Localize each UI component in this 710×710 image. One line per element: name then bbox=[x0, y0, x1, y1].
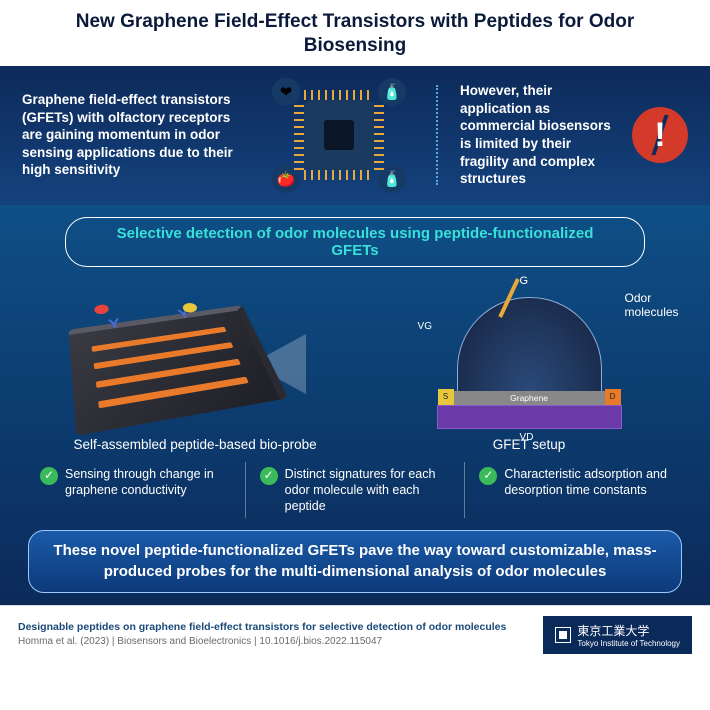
feature-item: ✓ Distinct signatures for each odor mole… bbox=[245, 462, 465, 519]
footer: Designable peptides on graphene field-ef… bbox=[0, 605, 710, 664]
check-icon: ✓ bbox=[260, 467, 278, 485]
molecule-yellow-icon bbox=[182, 302, 199, 313]
paper-title: Designable peptides on graphene field-ef… bbox=[18, 620, 506, 635]
subtitle-pill: Selective detection of odor molecules us… bbox=[65, 217, 645, 267]
probe-caption: Self-assembled peptide-based bio-probe bbox=[73, 437, 316, 452]
citation-line: Homma et al. (2023) | Biosensors and Bio… bbox=[18, 635, 506, 649]
check-icon: ✓ bbox=[479, 467, 497, 485]
molecule-red-icon bbox=[94, 303, 110, 314]
odor-label: Odor molecules bbox=[625, 291, 685, 319]
substrate-icon bbox=[437, 405, 622, 429]
gfet-dome-icon bbox=[457, 297, 602, 392]
logo-mark-icon bbox=[555, 627, 571, 643]
drain-electrode: D bbox=[605, 389, 621, 405]
gfet-illustration: G Odor molecules Graphene S D VG VD bbox=[422, 279, 637, 429]
alert-icon: ! bbox=[632, 107, 688, 163]
diagram-row: Y Y Self-assembled peptide-based bio-pro… bbox=[26, 279, 684, 452]
chip-illustration: ❤ 🧴 🍅 🧴 bbox=[264, 78, 414, 193]
gfet-diagram: G Odor molecules Graphene S D VG VD GFET… bbox=[422, 279, 637, 452]
source-electrode: S bbox=[438, 389, 454, 405]
feature-item: ✓ Characteristic adsorption and desorpti… bbox=[464, 462, 684, 519]
chip-icon bbox=[304, 100, 374, 170]
probe-illustration: Y Y bbox=[69, 305, 289, 436]
citation-block: Designable peptides on graphene field-ef… bbox=[18, 620, 506, 649]
main-band: Selective detection of odor molecules us… bbox=[0, 205, 710, 605]
check-icon: ✓ bbox=[40, 467, 58, 485]
title-bar: New Graphene Field-Effect Transistors wi… bbox=[0, 0, 710, 66]
bio-probe-diagram: Y Y Self-assembled peptide-based bio-pro… bbox=[73, 294, 316, 452]
conclusion-box: These novel peptide-functionalized GFETs… bbox=[28, 530, 682, 593]
graphene-layer: Graphene bbox=[454, 391, 605, 405]
intro-left-text: Graphene field-effect transistors (GFETs… bbox=[22, 91, 250, 179]
features-row: ✓ Sensing through change in graphene con… bbox=[26, 462, 684, 519]
intro-right-text: However, their application as commercial… bbox=[460, 82, 688, 187]
intro-band: Graphene field-effect transistors (GFETs… bbox=[0, 66, 710, 205]
main-title: New Graphene Field-Effect Transistors wi… bbox=[40, 10, 670, 58]
feature-item: ✓ Sensing through change in graphene con… bbox=[26, 462, 245, 519]
vertical-divider bbox=[436, 85, 438, 185]
infographic-root: New Graphene Field-Effect Transistors wi… bbox=[0, 0, 710, 710]
university-logo: 東京工業大学 Tokyo Institute of Technology bbox=[543, 616, 692, 654]
